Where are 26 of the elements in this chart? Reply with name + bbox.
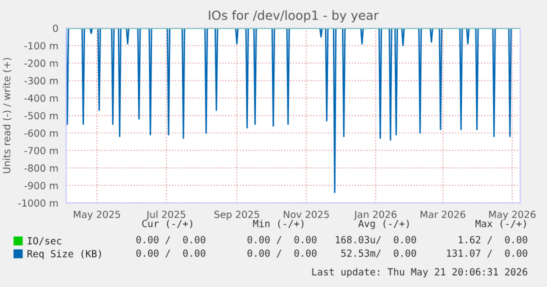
- text: 0.00 / 0.00 0.00 / 0.00 52.53m/ 0.00 131.07 / 0.00: [136, 249, 528, 258]
- legend-label: Req Size (KB): [28, 250, 101, 260]
- y-tick-label: -800 m: [24, 164, 58, 172]
- y-tick-label: -200 m: [24, 60, 58, 67]
- y-tick-label: -900 m: [24, 182, 58, 190]
- y-tick-label: 0: [53, 24, 58, 32]
- text: 0.00 / 0.00 0.00 / 0.00 168.03u/ 0.00 1.62 / 0.00: [136, 236, 528, 244]
- y-axis-title: Units read (-) / write (+): [2, 58, 12, 174]
- chart-title: IOs for /dev/loop1 - by year: [208, 10, 379, 22]
- x-tick-label: May 2026: [489, 210, 536, 220]
- x-tick-label: Mar 2026: [420, 210, 466, 218]
- y-tick-label: -700 m: [24, 146, 58, 154]
- x-tick-label: Jul 2025: [146, 210, 186, 220]
- y-tick-label: -500 m: [24, 112, 58, 120]
- y-tick-label: -1000 m: [18, 199, 58, 207]
- y-tick-label: -300 m: [24, 77, 58, 84]
- y-tick-label: -600 m: [24, 129, 58, 137]
- y-tick-label: -100 m: [24, 42, 58, 50]
- text: Last update: Thu May 21 20:06:31 2026: [312, 268, 528, 278]
- x-tick-label: Jan 2026: [354, 210, 396, 220]
- legend-label: IO/sec: [28, 237, 62, 246]
- x-tick-label: May 2025: [74, 210, 120, 220]
- y-tick-label: -400 m: [24, 94, 58, 102]
- text: Cur (-/+) Min (-/+) Avg (-/+) Max (-/+): [142, 220, 526, 230]
- x-tick-label: Nov 2025: [284, 210, 329, 218]
- x-tick-label: Sep 2025: [214, 210, 260, 220]
